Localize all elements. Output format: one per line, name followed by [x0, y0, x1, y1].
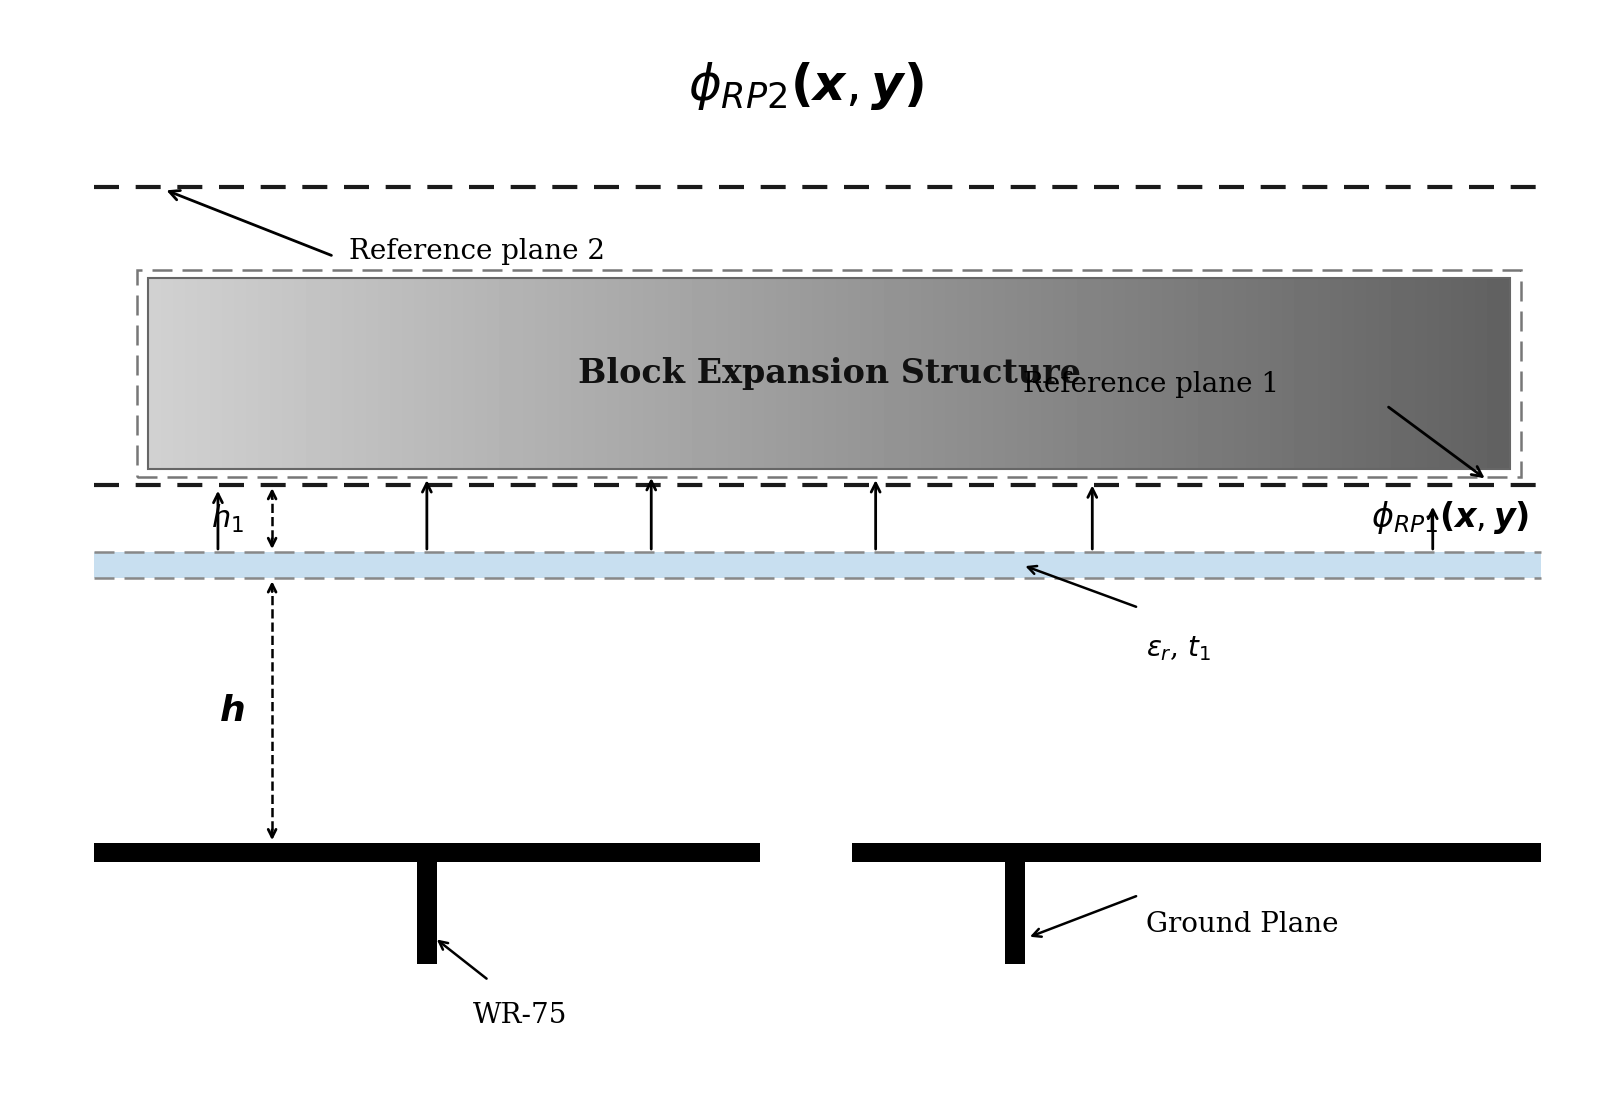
Bar — [853, 843, 1541, 862]
Text: $\varepsilon_r$, $t_1$: $\varepsilon_r$, $t_1$ — [1146, 634, 1211, 663]
Text: $\boldsymbol{h}$: $\boldsymbol{h}$ — [219, 694, 245, 728]
Text: $\boldsymbol{h_1}$: $\boldsymbol{h_1}$ — [211, 502, 245, 535]
Text: Block Expansion Structure: Block Expansion Structure — [577, 357, 1080, 390]
Text: $\boldsymbol{\phi_{RP2}(x,y)}$: $\boldsymbol{\phi_{RP2}(x,y)}$ — [688, 60, 924, 112]
Bar — [148, 277, 1510, 469]
Bar — [418, 862, 437, 965]
Text: WR-75: WR-75 — [474, 1001, 567, 1029]
Bar — [1004, 862, 1025, 965]
Text: Reference plane 2: Reference plane 2 — [350, 237, 606, 265]
Text: Ground Plane: Ground Plane — [1146, 912, 1340, 938]
Bar — [93, 552, 1541, 579]
Text: Reference plane 1: Reference plane 1 — [1022, 372, 1278, 398]
Text: $\boldsymbol{\phi_{RP1}(x,y)}$: $\boldsymbol{\phi_{RP1}(x,y)}$ — [1370, 499, 1530, 536]
Bar — [137, 271, 1522, 477]
Bar — [93, 843, 759, 862]
